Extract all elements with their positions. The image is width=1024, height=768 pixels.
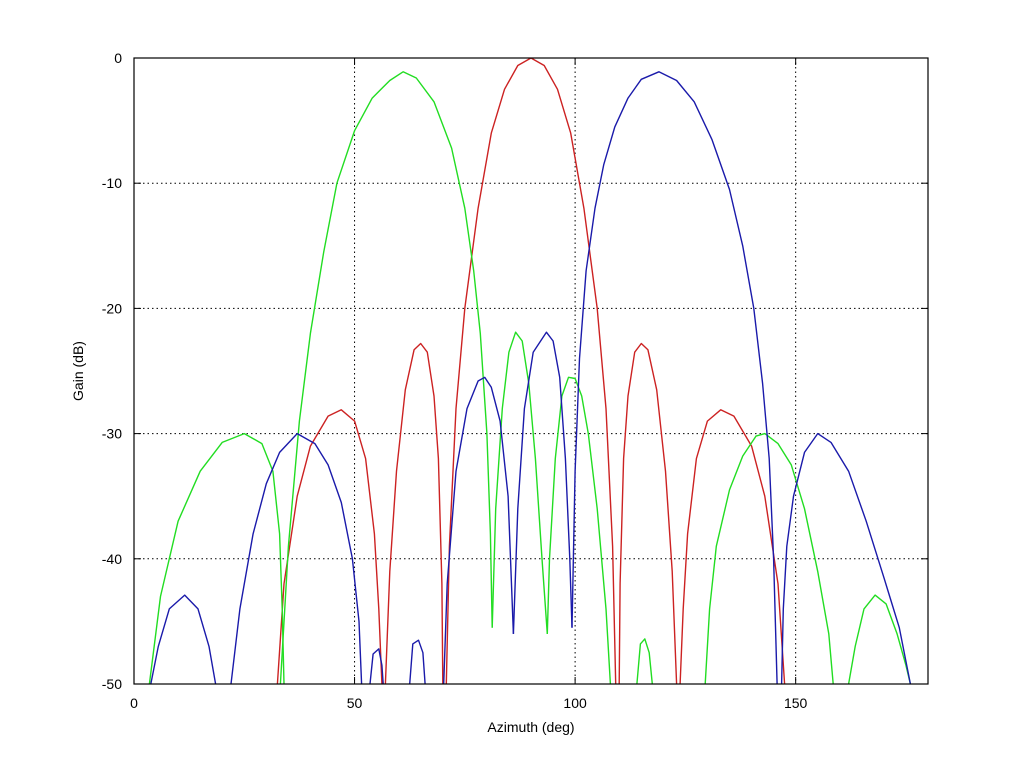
series-line: [279, 71, 493, 684]
y-axis-label: Gain (dB): [70, 341, 86, 401]
y-tick-label: -10: [102, 175, 122, 191]
series-line: [512, 331, 573, 634]
series-line: [704, 432, 834, 684]
tick-marks: [133, 57, 928, 685]
x-axis-label: Azimuth (deg): [487, 719, 574, 735]
series-group: [148, 58, 912, 684]
y-tick-label: -30: [102, 426, 122, 442]
series-line: [148, 432, 285, 684]
series-line: [847, 594, 912, 684]
series-line: [369, 648, 384, 684]
series-2: [150, 71, 912, 684]
series-line: [546, 376, 612, 684]
y-tick-label: -50: [102, 676, 122, 692]
plot-frame: [133, 57, 929, 685]
series-line: [384, 342, 444, 684]
y-tick-label: -40: [102, 551, 122, 567]
series-line: [618, 342, 678, 684]
series-line: [571, 71, 778, 684]
series-line: [409, 639, 426, 684]
x-tick-label: 50: [347, 695, 363, 711]
series-0: [276, 58, 786, 684]
x-tick-label: 150: [784, 695, 808, 711]
series-line: [636, 638, 653, 684]
y-tick-label: -20: [102, 300, 122, 316]
series-line: [443, 376, 515, 684]
series-line: [679, 409, 786, 684]
series-line: [491, 331, 548, 634]
grid-lines: [134, 58, 928, 684]
series-line: [780, 432, 912, 684]
series-1: [148, 71, 912, 684]
series-line: [276, 409, 383, 684]
y-tick-label: 0: [114, 50, 122, 66]
series-line: [150, 594, 217, 684]
x-tick-label: 0: [130, 695, 138, 711]
series-line: [230, 432, 363, 684]
x-tick-label: 100: [563, 695, 587, 711]
series-line: [445, 58, 617, 684]
tick-labels: 0 50 100 150 0 -10 -20 -30 -40 -50: [102, 50, 808, 711]
